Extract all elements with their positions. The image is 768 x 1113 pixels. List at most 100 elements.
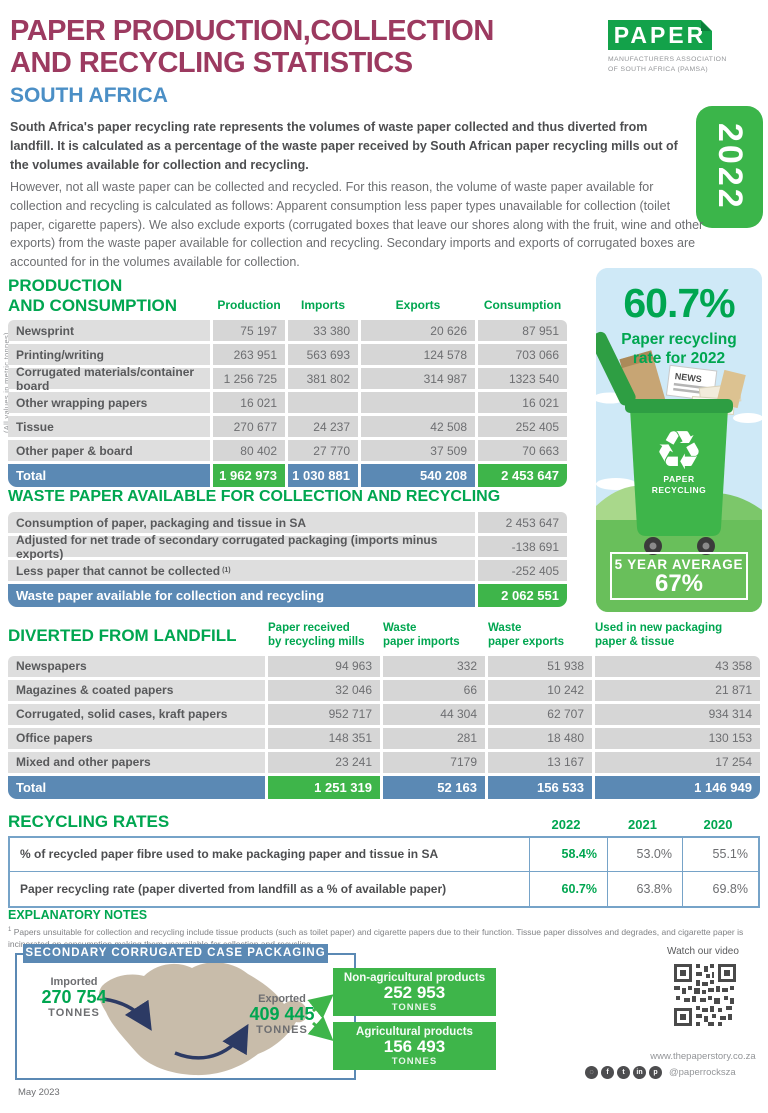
exported-tonnage: Exported 409 445 TONNES xyxy=(249,993,315,1036)
table-cell: 66 xyxy=(383,679,485,701)
website-link[interactable]: www.thepaperstory.co.za xyxy=(650,1051,756,1062)
table-cell: 70 663 xyxy=(478,440,567,462)
table-row-label: Office papers xyxy=(8,727,265,749)
qr-code[interactable] xyxy=(672,962,738,1028)
facebook-icon[interactable]: f xyxy=(601,1066,614,1079)
table-row-label: Adjusted for net trade of secondary corr… xyxy=(8,533,475,561)
table-row-label: Printing/writing xyxy=(8,344,210,366)
table-cell: 75 197 xyxy=(213,320,285,342)
south-africa-map xyxy=(99,962,308,1076)
table-cell: 62 707 xyxy=(488,703,592,725)
column-header: Exports xyxy=(395,298,441,313)
notes-title: EXPLANATORY NOTES xyxy=(8,908,148,922)
total-cell: 2 453 647 xyxy=(478,464,567,488)
intro-paragraph-1: South Africa's paper recycling rate repr… xyxy=(10,120,678,172)
recycle-arrows-icon: ♻ xyxy=(655,419,703,482)
rate-value-2022: 60.7% xyxy=(529,871,607,906)
table-row-label: Mixed and other papers xyxy=(8,751,265,773)
column-header: Imports xyxy=(300,298,345,313)
year-tab: 2022 xyxy=(696,106,763,228)
cardboard-box-icon xyxy=(716,369,746,409)
table-cell xyxy=(288,392,358,414)
column-header: Paper received by recycling mills xyxy=(268,622,365,648)
table-cell: 33 380 xyxy=(288,320,358,342)
table-cell: 952 717 xyxy=(268,703,380,725)
table-cell: 18 480 xyxy=(488,727,592,749)
table-cell: 42 508 xyxy=(361,416,475,438)
total-cell: 156 533 xyxy=(488,775,592,799)
table-row-label: Magazines & coated papers xyxy=(8,679,265,701)
table-cell: 270 677 xyxy=(213,416,285,438)
logo-paper-box: PAPER xyxy=(608,20,712,50)
recycling-rate-label: Paper recycling rate for 2022 xyxy=(621,331,737,368)
year-header: 2021 xyxy=(628,816,657,832)
table-cell: 16 021 xyxy=(478,392,567,414)
social-handle[interactable]: @paperrocksza xyxy=(669,1067,736,1078)
rate-value-2020: 69.8% xyxy=(682,871,758,906)
column-header: Used in new packaging paper & tissue xyxy=(595,622,723,648)
table-cell: 27 770 xyxy=(288,440,358,462)
total-row-label: Total xyxy=(8,464,210,488)
table-cell: 1323 540 xyxy=(478,368,567,390)
diverted-section-title: DIVERTED FROM LANDFILL xyxy=(8,626,237,646)
table-cell: 332 xyxy=(383,655,485,677)
total-cell: 1 251 319 xyxy=(268,775,380,799)
footnote-marker: (1) xyxy=(222,567,231,575)
table-cell: 563 693 xyxy=(288,344,358,366)
linkedin-icon[interactable]: in xyxy=(633,1066,646,1079)
table-cell: 124 578 xyxy=(361,344,475,366)
column-header: Waste paper exports xyxy=(488,622,565,648)
rates-section-title: RECYCLING RATES xyxy=(8,812,170,831)
table-cell: 13 167 xyxy=(488,751,592,773)
waste-paper-section: WASTE PAPER AVAILABLE FOR COLLECTION AND… xyxy=(8,488,567,608)
table-cell: 32 046 xyxy=(268,679,380,701)
total-cell: 52 163 xyxy=(383,775,485,799)
table-row-label: Corrugated materials/container board xyxy=(8,365,210,393)
year-header: 2020 xyxy=(703,816,733,832)
bin-rim xyxy=(625,399,733,413)
table-cell: 87 951 xyxy=(478,320,567,342)
column-header: Waste paper imports xyxy=(383,622,460,648)
table-cell: 20 626 xyxy=(361,320,475,342)
twitter-icon[interactable]: t xyxy=(617,1066,630,1079)
table-cell: 263 951 xyxy=(213,344,285,366)
table-row-label: Consumption of paper, packaging and tiss… xyxy=(8,512,475,534)
table-cell: 1 256 725 xyxy=(213,368,285,390)
total-cell: 1 962 973 xyxy=(213,464,285,488)
table-cell: 43 358 xyxy=(595,655,760,677)
column-header: Production xyxy=(217,298,281,313)
table-cell: 148 351 xyxy=(268,727,380,749)
pinterest-icon[interactable]: p xyxy=(649,1066,662,1079)
page-title: PAPER PRODUCTION,COLLECTION AND RECYCLIN… xyxy=(10,15,494,79)
imported-tonnage: Imported 270 754 TONNES xyxy=(41,976,107,1019)
production-consumption-section: PRODUCTION AND CONSUMPTION Production Im… xyxy=(8,276,567,488)
social-links: ◌ f t in p @paperrocksza xyxy=(585,1066,736,1079)
table-cell xyxy=(361,392,475,414)
total-row-label: Total xyxy=(8,775,265,799)
table-row-label: Other paper & board xyxy=(8,440,210,462)
table-cell: 703 066 xyxy=(478,344,567,366)
diverted-from-landfill-section: DIVERTED FROM LANDFILL Paper received by … xyxy=(8,622,760,799)
waste-section-title: WASTE PAPER AVAILABLE FOR COLLECTION AND… xyxy=(8,488,501,505)
page-subtitle: SOUTH AFRICA xyxy=(10,84,168,107)
rate-row-label: Paper recycling rate (paper diverted fro… xyxy=(20,881,447,896)
total-row-label: Waste paper available for collection and… xyxy=(8,584,475,608)
total-cell: 1 146 949 xyxy=(595,775,760,799)
table-cell: 314 987 xyxy=(361,368,475,390)
paper-fold-icon xyxy=(701,20,712,31)
column-header: Consumption xyxy=(483,298,562,313)
table-cell: 17 254 xyxy=(595,751,760,773)
table-cell: 252 405 xyxy=(478,416,567,438)
rate-value-2021: 53.0% xyxy=(607,837,682,872)
table-cell: 24 237 xyxy=(288,416,358,438)
total-cell: 540 208 xyxy=(361,464,475,488)
non-agricultural-box: Non-agricultural products 252 953 TONNES xyxy=(333,968,496,1016)
instagram-icon[interactable]: ◌ xyxy=(585,1066,598,1079)
five-year-average-box: 5 YEAR AVERAGE 67% xyxy=(610,552,748,600)
rate-value-2020: 55.1% xyxy=(682,837,758,872)
table-cell: 934 314 xyxy=(595,703,760,725)
table-cell: 7179 xyxy=(383,751,485,773)
rate-value-2021: 63.8% xyxy=(607,871,682,906)
table-cell: 281 xyxy=(383,727,485,749)
table-cell: 80 402 xyxy=(213,440,285,462)
